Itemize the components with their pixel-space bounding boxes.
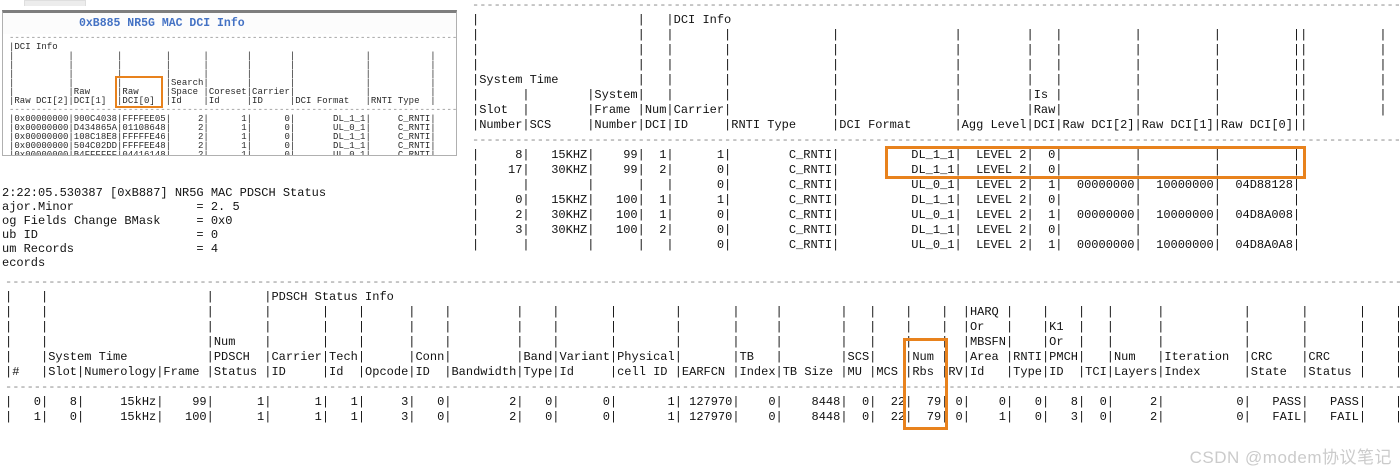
window-tab-stub — [24, 0, 86, 6]
dci-info-table: ----------------------------------------… — [472, 0, 1400, 252]
pdsch-status-log-text: 2:22:05.530387 [0xB887] NR5G MAC PDSCH S… — [2, 186, 327, 270]
window-title-bar[interactable]: 0xB885 NR5G MAC DCI Info — [3, 13, 456, 34]
dci-info-mini-window: 0xB885 NR5G MAC DCI Info ---------------… — [2, 10, 457, 156]
watermark: CSDN @modem协议笔记 — [1189, 448, 1392, 467]
window-title: 0xB885 NR5G MAC DCI Info — [79, 17, 245, 30]
pdsch-status-table: ----------------------------------------… — [5, 275, 1400, 424]
dci-info-mini-table: ----------------------------------------… — [9, 33, 457, 156]
